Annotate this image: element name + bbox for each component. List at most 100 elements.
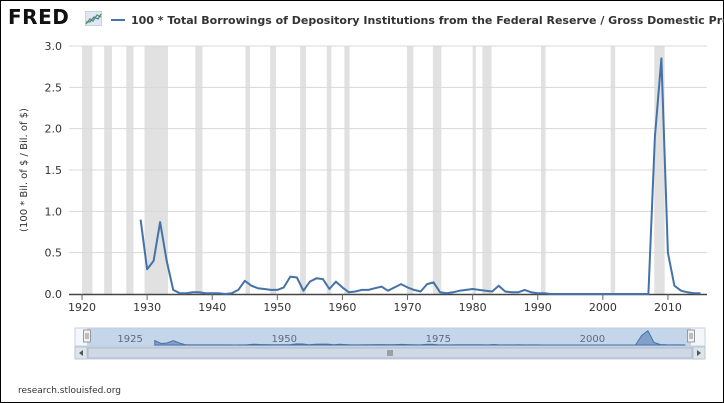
data-point[interactable] <box>270 289 272 291</box>
data-point[interactable] <box>231 292 233 294</box>
data-point[interactable] <box>205 292 207 294</box>
data-point[interactable] <box>302 289 304 291</box>
data-point[interactable] <box>380 285 382 287</box>
data-point[interactable] <box>530 291 532 293</box>
data-point[interactable] <box>484 289 486 291</box>
data-point[interactable] <box>471 288 473 290</box>
data-point[interactable] <box>660 57 662 59</box>
data-point[interactable] <box>315 277 317 279</box>
data-point[interactable] <box>686 291 688 293</box>
data-point[interactable] <box>146 268 148 270</box>
data-point[interactable] <box>445 292 447 294</box>
data-point[interactable] <box>439 291 441 293</box>
range-navigator[interactable]: 1925 1950 1975 2000 <box>74 327 706 360</box>
data-point[interactable] <box>510 291 512 293</box>
data-point[interactable] <box>191 291 193 293</box>
data-point[interactable] <box>211 292 213 294</box>
data-point[interactable] <box>413 289 415 291</box>
data-point[interactable] <box>458 289 460 291</box>
data-point[interactable] <box>387 289 389 291</box>
navigator-series-area <box>154 330 686 346</box>
data-point[interactable] <box>517 291 519 293</box>
data-point[interactable] <box>198 291 200 293</box>
source-credit[interactable]: research.stlouisfed.org <box>18 386 121 396</box>
fred-logo[interactable]: FRED <box>8 5 70 29</box>
data-point[interactable] <box>250 285 252 287</box>
data-point[interactable] <box>185 292 187 294</box>
data-point[interactable] <box>283 286 285 288</box>
data-point[interactable] <box>348 291 350 293</box>
data-point[interactable] <box>374 287 376 289</box>
data-point[interactable] <box>257 287 259 289</box>
data-point[interactable] <box>393 286 395 288</box>
data-point[interactable] <box>178 292 180 294</box>
data-point[interactable] <box>615 293 617 295</box>
data-point[interactable] <box>224 293 226 295</box>
data-point[interactable] <box>237 289 239 291</box>
data-point[interactable] <box>504 290 506 292</box>
data-point[interactable] <box>576 293 578 295</box>
data-point[interactable] <box>419 290 421 292</box>
data-point[interactable] <box>354 290 356 292</box>
series-line[interactable] <box>139 57 701 295</box>
data-point[interactable] <box>218 292 220 294</box>
data-point[interactable] <box>465 289 467 291</box>
data-point[interactable] <box>569 293 571 295</box>
data-point[interactable] <box>172 289 174 291</box>
data-point[interactable] <box>582 293 584 295</box>
data-point[interactable] <box>524 289 526 291</box>
data-point[interactable] <box>491 290 493 292</box>
data-point[interactable] <box>621 293 623 295</box>
data-point[interactable] <box>367 289 369 291</box>
data-point[interactable] <box>309 280 311 282</box>
data-point[interactable] <box>602 293 604 295</box>
data-point[interactable] <box>159 221 161 223</box>
data-point[interactable] <box>400 283 402 285</box>
data-point[interactable] <box>289 275 291 277</box>
data-point[interactable] <box>263 288 265 290</box>
data-point[interactable] <box>654 136 656 138</box>
data-point[interactable] <box>165 260 167 262</box>
data-point[interactable] <box>361 289 363 291</box>
data-point[interactable] <box>537 292 539 294</box>
data-point[interactable] <box>335 280 337 282</box>
data-point[interactable] <box>328 288 330 290</box>
data-point[interactable] <box>589 293 591 295</box>
data-point[interactable] <box>550 293 552 295</box>
data-point[interactable] <box>693 292 695 294</box>
chart-legend[interactable]: 100 * Total Borrowings of Depository Ins… <box>111 13 724 27</box>
data-point[interactable] <box>595 293 597 295</box>
data-point[interactable] <box>139 218 141 220</box>
data-point[interactable] <box>647 293 649 295</box>
data-point[interactable] <box>452 291 454 293</box>
data-point[interactable] <box>497 285 499 287</box>
navigator-selection[interactable] <box>87 328 691 346</box>
data-point[interactable] <box>699 292 701 294</box>
data-point[interactable] <box>641 293 643 295</box>
data-point[interactable] <box>628 293 630 295</box>
data-point[interactable] <box>673 285 675 287</box>
data-point[interactable] <box>276 289 278 291</box>
data-point[interactable] <box>244 280 246 282</box>
handle-body[interactable] <box>687 329 695 343</box>
data-point[interactable] <box>608 293 610 295</box>
data-point[interactable] <box>152 260 154 262</box>
y-axis: 0.0 0.5 1.0 1.5 2.0 2.5 3.0 <box>45 40 63 301</box>
data-point[interactable] <box>667 251 669 253</box>
data-point[interactable] <box>426 283 428 285</box>
data-point[interactable] <box>680 289 682 291</box>
scrollbar[interactable] <box>74 346 706 360</box>
data-point[interactable] <box>563 293 565 295</box>
data-point[interactable] <box>432 281 434 283</box>
data-point[interactable] <box>543 292 545 294</box>
data-point[interactable] <box>296 276 298 278</box>
data-point[interactable] <box>556 293 558 295</box>
right-handle-icon[interactable] <box>687 329 695 343</box>
left-handle-icon[interactable] <box>83 329 91 343</box>
data-point[interactable] <box>634 293 636 295</box>
data-point[interactable] <box>478 289 480 291</box>
handle-body[interactable] <box>83 329 91 343</box>
data-point[interactable] <box>406 286 408 288</box>
data-point[interactable] <box>341 286 343 288</box>
data-point[interactable] <box>322 278 324 280</box>
